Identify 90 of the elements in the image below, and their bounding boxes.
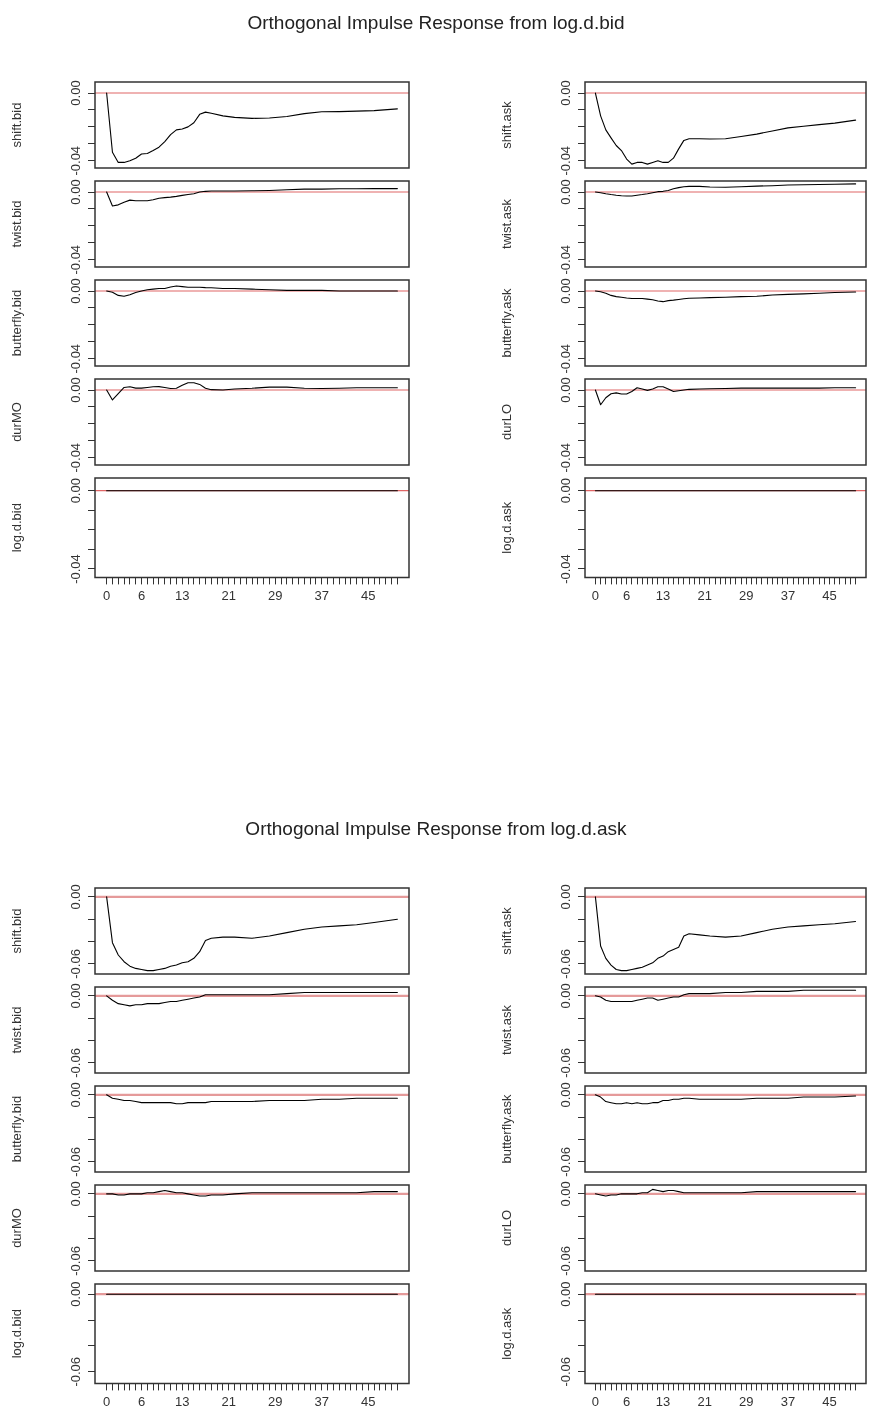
y-tick-label: 0.00 bbox=[558, 1082, 574, 1108]
x-tick-label: 37 bbox=[780, 1393, 796, 1407]
y-tick-label: 0.00 bbox=[68, 1082, 84, 1108]
x-tick-label: 21 bbox=[221, 587, 236, 603]
y-tick-label: -0.04 bbox=[558, 343, 574, 374]
x-tick-label: 6 bbox=[137, 587, 146, 603]
y-axis-title: durLO bbox=[499, 1209, 515, 1247]
y-tick-label: 0.00 bbox=[68, 983, 84, 1009]
y-axis-title: log.d.ask bbox=[499, 1307, 515, 1360]
y-tick-label: 0.00 bbox=[558, 478, 574, 504]
y-tick-label: -0.04 bbox=[68, 442, 84, 473]
x-tick-label: 45 bbox=[822, 587, 837, 603]
y-axis-title: shift.ask bbox=[499, 906, 515, 955]
y-tick-label: -0.04 bbox=[558, 442, 574, 473]
y-tick-label: 0.00 bbox=[558, 1281, 574, 1307]
y-axis-title: butterfly.ask bbox=[499, 287, 515, 358]
x-tick-label: 37 bbox=[314, 587, 330, 603]
x-tick-label: 6 bbox=[137, 1393, 146, 1407]
y-tick-label: -0.06 bbox=[558, 1048, 574, 1078]
x-tick-label: 37 bbox=[314, 1393, 330, 1407]
y-tick-label: 0.00 bbox=[68, 80, 84, 106]
y-tick-label: -0.04 bbox=[68, 554, 84, 584]
y-tick-label: -0.04 bbox=[68, 343, 84, 374]
chart-title: Orthogonal Impulse Response from log.d.bid bbox=[246, 12, 626, 34]
y-axis-title: log.d.ask bbox=[499, 501, 515, 554]
y-tick-label: -0.04 bbox=[68, 244, 84, 275]
x-tick-label: 37 bbox=[780, 587, 796, 603]
y-tick-label: 0.00 bbox=[68, 1281, 84, 1307]
y-axis-title: twist.bid bbox=[9, 1006, 25, 1054]
y-tick-label: 0.00 bbox=[68, 179, 84, 205]
y-tick-label: -0.04 bbox=[558, 554, 574, 584]
y-tick-label: -0.06 bbox=[558, 1147, 574, 1177]
y-axis-title: shift.ask bbox=[499, 100, 515, 149]
x-tick-label: 45 bbox=[822, 1393, 837, 1407]
y-axis-title: shift.bid bbox=[9, 102, 25, 148]
x-tick-label: 29 bbox=[268, 587, 283, 603]
x-tick-label: 29 bbox=[739, 1393, 754, 1407]
y-axis-title: butterfly.bid bbox=[9, 289, 25, 357]
chart-title: Orthogonal Impulse Response from log.d.ask bbox=[244, 818, 628, 840]
y-axis-title: twist.ask bbox=[499, 198, 515, 249]
y-tick-label: -0.06 bbox=[558, 1246, 574, 1276]
x-tick-label: 45 bbox=[361, 587, 376, 603]
x-tick-label: 13 bbox=[174, 587, 190, 603]
y-tick-label: -0.06 bbox=[68, 1246, 84, 1276]
y-tick-label: 0.00 bbox=[558, 1181, 574, 1207]
y-tick-label: -0.06 bbox=[68, 1356, 84, 1387]
x-tick-label: 13 bbox=[655, 587, 671, 603]
y-tick-label: 0.00 bbox=[68, 278, 84, 304]
y-axis-title: shift.bid bbox=[9, 908, 25, 954]
y-tick-label: 0.00 bbox=[68, 1181, 84, 1207]
y-tick-label: -0.06 bbox=[558, 949, 574, 979]
y-tick-label: 0.00 bbox=[68, 884, 84, 910]
x-tick-label: 13 bbox=[174, 1393, 190, 1407]
x-tick-label: 29 bbox=[268, 1393, 283, 1407]
y-tick-label: -0.06 bbox=[68, 1147, 84, 1177]
y-tick-label: 0.00 bbox=[558, 377, 574, 403]
y-axis-title: log.d.bid bbox=[9, 503, 25, 553]
x-tick-label: 21 bbox=[221, 1393, 236, 1407]
x-tick-label: 45 bbox=[361, 1393, 376, 1407]
x-tick-label: 13 bbox=[655, 1393, 671, 1407]
y-axis-title: durMO bbox=[9, 1208, 25, 1248]
y-tick-label: 0.00 bbox=[68, 377, 84, 403]
y-tick-label: -0.04 bbox=[68, 145, 84, 176]
y-tick-label: 0.00 bbox=[558, 983, 574, 1009]
x-tick-label: 6 bbox=[623, 1393, 631, 1407]
x-tick-label: 21 bbox=[697, 587, 712, 603]
x-tick-label: 21 bbox=[697, 1393, 712, 1407]
y-axis-title: log.d.bid bbox=[9, 1309, 25, 1359]
x-tick-label: 29 bbox=[739, 587, 754, 603]
y-axis-title: durMO bbox=[9, 402, 25, 442]
y-tick-label: 0.00 bbox=[68, 478, 84, 504]
y-tick-label: -0.04 bbox=[558, 145, 574, 176]
y-tick-label: -0.06 bbox=[68, 949, 84, 979]
y-tick-label: -0.04 bbox=[558, 244, 574, 275]
y-axis-title: butterfly.bid bbox=[9, 1095, 25, 1163]
y-tick-label: -0.06 bbox=[558, 1356, 574, 1387]
x-tick-label: 0 bbox=[103, 1393, 111, 1407]
y-tick-label: -0.06 bbox=[68, 1048, 84, 1078]
y-axis-title: twist.bid bbox=[9, 200, 25, 248]
x-tick-label: 6 bbox=[623, 587, 631, 603]
y-tick-label: 0.00 bbox=[558, 179, 574, 205]
y-tick-label: 0.00 bbox=[558, 278, 574, 304]
y-axis-title: twist.ask bbox=[499, 1004, 515, 1055]
x-tick-label: 0 bbox=[591, 1393, 600, 1407]
y-axis-title: durLO bbox=[499, 403, 515, 441]
y-axis-title: butterfly.ask bbox=[499, 1093, 515, 1164]
y-tick-label: 0.00 bbox=[558, 884, 574, 910]
y-tick-label: 0.00 bbox=[558, 80, 574, 106]
x-tick-label: 0 bbox=[591, 587, 600, 603]
x-tick-label: 0 bbox=[103, 587, 111, 603]
